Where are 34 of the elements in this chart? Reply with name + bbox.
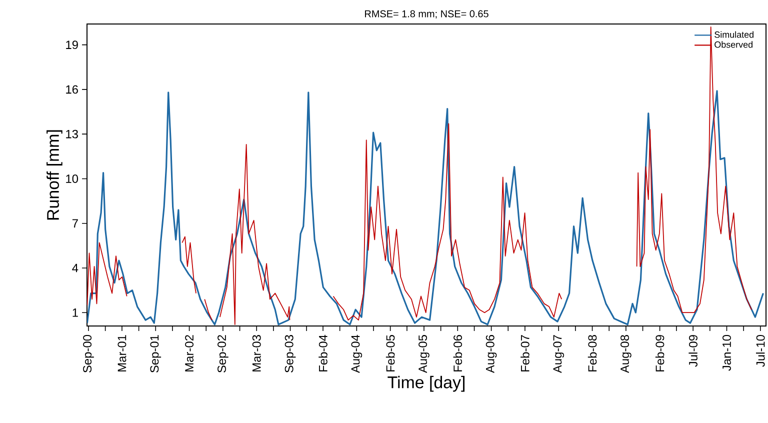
- x-tick-label: Feb-05: [386, 335, 395, 372]
- x-tick-label: Aug-04: [351, 334, 362, 374]
- x-tick-label: Mar-02: [185, 335, 194, 372]
- x-tick-label: Aug-06: [486, 335, 497, 374]
- x-tick-label: Aug-05: [418, 335, 430, 374]
- y-tick-label: 7: [72, 219, 78, 228]
- x-tick-label: Jul-10: [756, 334, 765, 367]
- line-series: [87, 90, 764, 326]
- x-tick-label: Jul-09: [688, 335, 698, 367]
- x-tick-label: Jan-10: [722, 334, 731, 371]
- x-tick-label: Sep-01: [150, 335, 162, 373]
- legend-label: Simulated: [714, 31, 754, 38]
- x-tick-label: Feb-06: [453, 335, 462, 372]
- y-tick-label: 16: [66, 85, 78, 94]
- x-tick-label: Feb-09: [655, 335, 664, 372]
- legend-label: Observed: [714, 41, 752, 48]
- x-tick-label: Aug-08: [620, 335, 632, 374]
- x-axis-title: Time [day]: [388, 376, 464, 392]
- x-tick-label: Mar-01: [118, 335, 126, 372]
- chart-title: RMSE= 1.8 mm; NSE= 0.65: [365, 10, 488, 18]
- y-tick-label: 4: [72, 264, 78, 272]
- x-tick-label: Sep-00: [83, 334, 94, 373]
- y-axis-title: Runoff [mm]: [46, 130, 62, 220]
- x-tick-label: Feb-07: [520, 335, 530, 372]
- y-tick-label: 1: [72, 308, 78, 317]
- x-tick-label: Aug-07: [553, 335, 564, 374]
- y-tick-label: 10: [66, 174, 78, 183]
- x-tick-label: Sep-03: [284, 335, 296, 373]
- y-tick-label: 19: [66, 40, 78, 50]
- x-tick-label: Feb-08: [588, 335, 597, 372]
- x-tick-label: Mar-03: [252, 335, 261, 372]
- y-tick-label: 13: [66, 130, 78, 138]
- x-tick-label: Feb-04: [318, 334, 328, 372]
- x-tick-label: Sep-02: [218, 335, 228, 373]
